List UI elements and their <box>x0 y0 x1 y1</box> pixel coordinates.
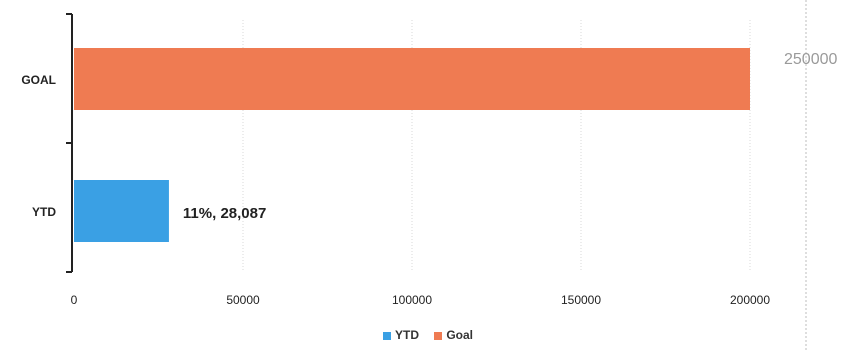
legend: YTD Goal <box>0 328 856 342</box>
category-label: GOAL <box>21 73 56 87</box>
x-tick-label: 50000 <box>226 293 260 307</box>
x-tick-label: 100000 <box>392 293 432 307</box>
x-axis-ticks: 0 50000 100000 150000 200000 <box>71 293 771 307</box>
x-tick-label: 200000 <box>730 293 770 307</box>
legend-item-ytd: YTD <box>382 328 419 342</box>
bar-ytd <box>74 180 169 242</box>
legend-label-ytd: YTD <box>394 328 419 342</box>
category-labels: YTD GOAL <box>21 73 56 219</box>
bar-goal <box>74 48 750 110</box>
data-label-goal: 250000 <box>784 51 837 68</box>
legend-swatch-goal <box>434 331 443 340</box>
x-tick-label: 150000 <box>561 293 601 307</box>
bars <box>74 48 750 242</box>
x-tick-label: 0 <box>71 293 78 307</box>
data-labels: 11%, 28,087 250000 <box>183 51 838 222</box>
data-label-ytd: 11%, 28,087 <box>183 205 266 222</box>
category-label: YTD <box>32 205 56 219</box>
legend-label-goal: Goal <box>446 328 473 342</box>
legend-item-goal: Goal <box>434 328 473 342</box>
legend-swatch-ytd <box>382 331 391 340</box>
